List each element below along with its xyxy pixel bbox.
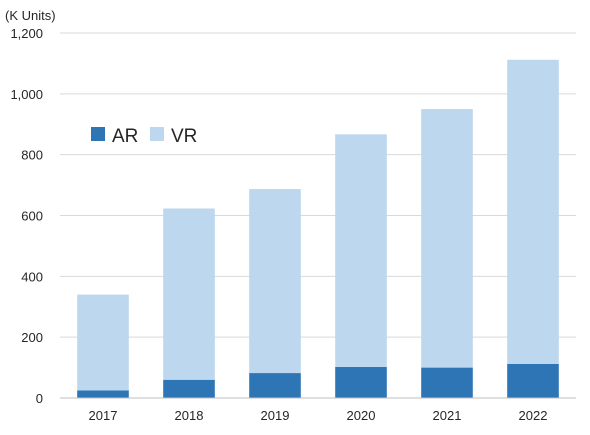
bar-ar-2022 [507,363,559,398]
bar-vr-2018 [163,208,215,380]
gridlines [60,32,576,338]
y-tick-label: 1,000 [10,87,43,102]
y-tick-label: 1,200 [10,26,43,41]
y-tick-label: 0 [36,391,43,406]
y-tick-labels: 0 200 400 600 800 1,000 1,200 [10,26,43,406]
x-tick-label: 2017 [89,408,118,423]
bar-vr-2019 [249,189,301,374]
x-tick-label: 2020 [347,408,376,423]
y-tick-label: 600 [21,209,43,224]
legend-label-ar: AR [112,126,138,147]
bar-vr-2022 [507,59,559,364]
bar-ar-2017 [77,390,129,398]
bar-vr-2020 [335,134,387,367]
x-tick-label: 2019 [261,408,290,423]
unit-label: (K Units) [5,8,56,23]
bar-ar-2019 [249,373,301,398]
y-tick-label: 800 [21,148,43,163]
x-tick-label: 2021 [433,408,462,423]
bar-vr-2017 [77,294,129,391]
bars [77,59,559,398]
bar-vr-2021 [421,109,473,368]
y-tick-label: 400 [21,269,43,284]
bar-ar-2018 [163,379,215,398]
legend-swatch-ar [91,127,105,141]
bar-ar-2020 [335,366,387,398]
x-tick-label: 2022 [519,408,548,423]
legend-label-vr: VR [171,126,197,147]
legend-swatch-vr [150,127,164,141]
x-tick-labels: 2017 2018 2019 2020 2021 2022 [89,408,548,423]
legend: AR VR [91,126,197,147]
bar-ar-2021 [421,367,473,398]
y-tick-label: 200 [21,330,43,345]
x-tick-label: 2018 [175,408,204,423]
